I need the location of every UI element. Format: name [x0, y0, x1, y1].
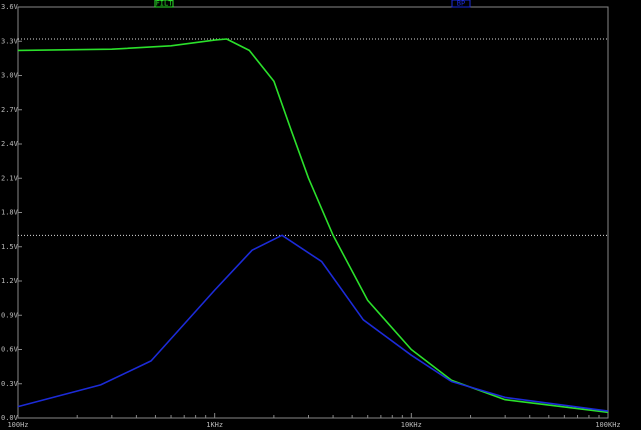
series-line	[17, 38, 609, 414]
plot-frame	[17, 6, 609, 419]
series-line	[17, 234, 609, 412]
legend-label: BP	[457, 0, 465, 8]
y-tick-label: 3.6V	[1, 3, 19, 11]
y-tick-label: 1.8V	[1, 209, 19, 217]
legend-label: FILT	[156, 0, 174, 8]
y-tick-label: 2.1V	[1, 174, 19, 182]
y-tick-label: 0.6V	[1, 346, 19, 354]
x-tick-label: 1KHz	[206, 421, 223, 429]
legend-box	[154, 0, 174, 8]
y-tick-label: 0.0V	[1, 414, 19, 422]
legend-box	[451, 0, 471, 8]
x-tick-label: 10KHz	[401, 421, 422, 429]
y-tick-label: 0.3V	[1, 380, 19, 388]
y-tick-label: 1.5V	[1, 243, 19, 251]
y-tick-label: 3.0V	[1, 72, 19, 80]
x-tick-label: 100Hz	[7, 421, 28, 429]
y-tick-label: 2.4V	[1, 140, 19, 148]
y-tick-label: 2.7V	[1, 106, 19, 114]
y-tick-label: 1.2V	[1, 277, 19, 285]
x-tick-label: 100KHz	[595, 421, 620, 429]
y-tick-label: 0.9V	[1, 311, 19, 319]
y-tick-label: 3.3V	[1, 37, 19, 45]
